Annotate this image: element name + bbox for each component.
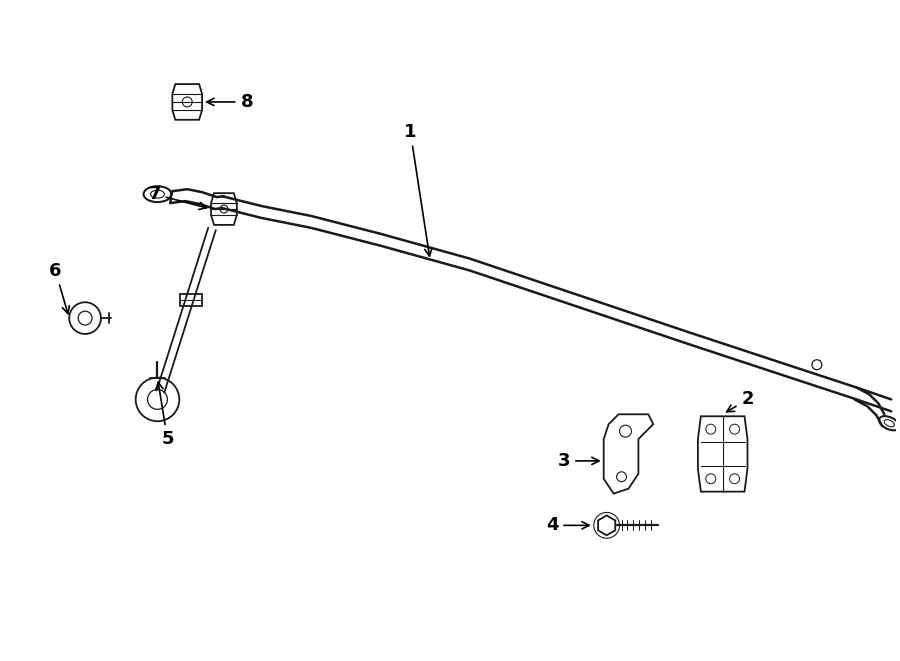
Text: 7: 7 [148, 185, 206, 210]
Text: 6: 6 [50, 262, 69, 314]
Text: 3: 3 [558, 452, 599, 470]
Text: 1: 1 [404, 123, 432, 256]
Text: 4: 4 [546, 516, 590, 534]
Text: 5: 5 [156, 382, 174, 448]
Text: 2: 2 [726, 391, 753, 412]
Text: 8: 8 [207, 93, 253, 111]
